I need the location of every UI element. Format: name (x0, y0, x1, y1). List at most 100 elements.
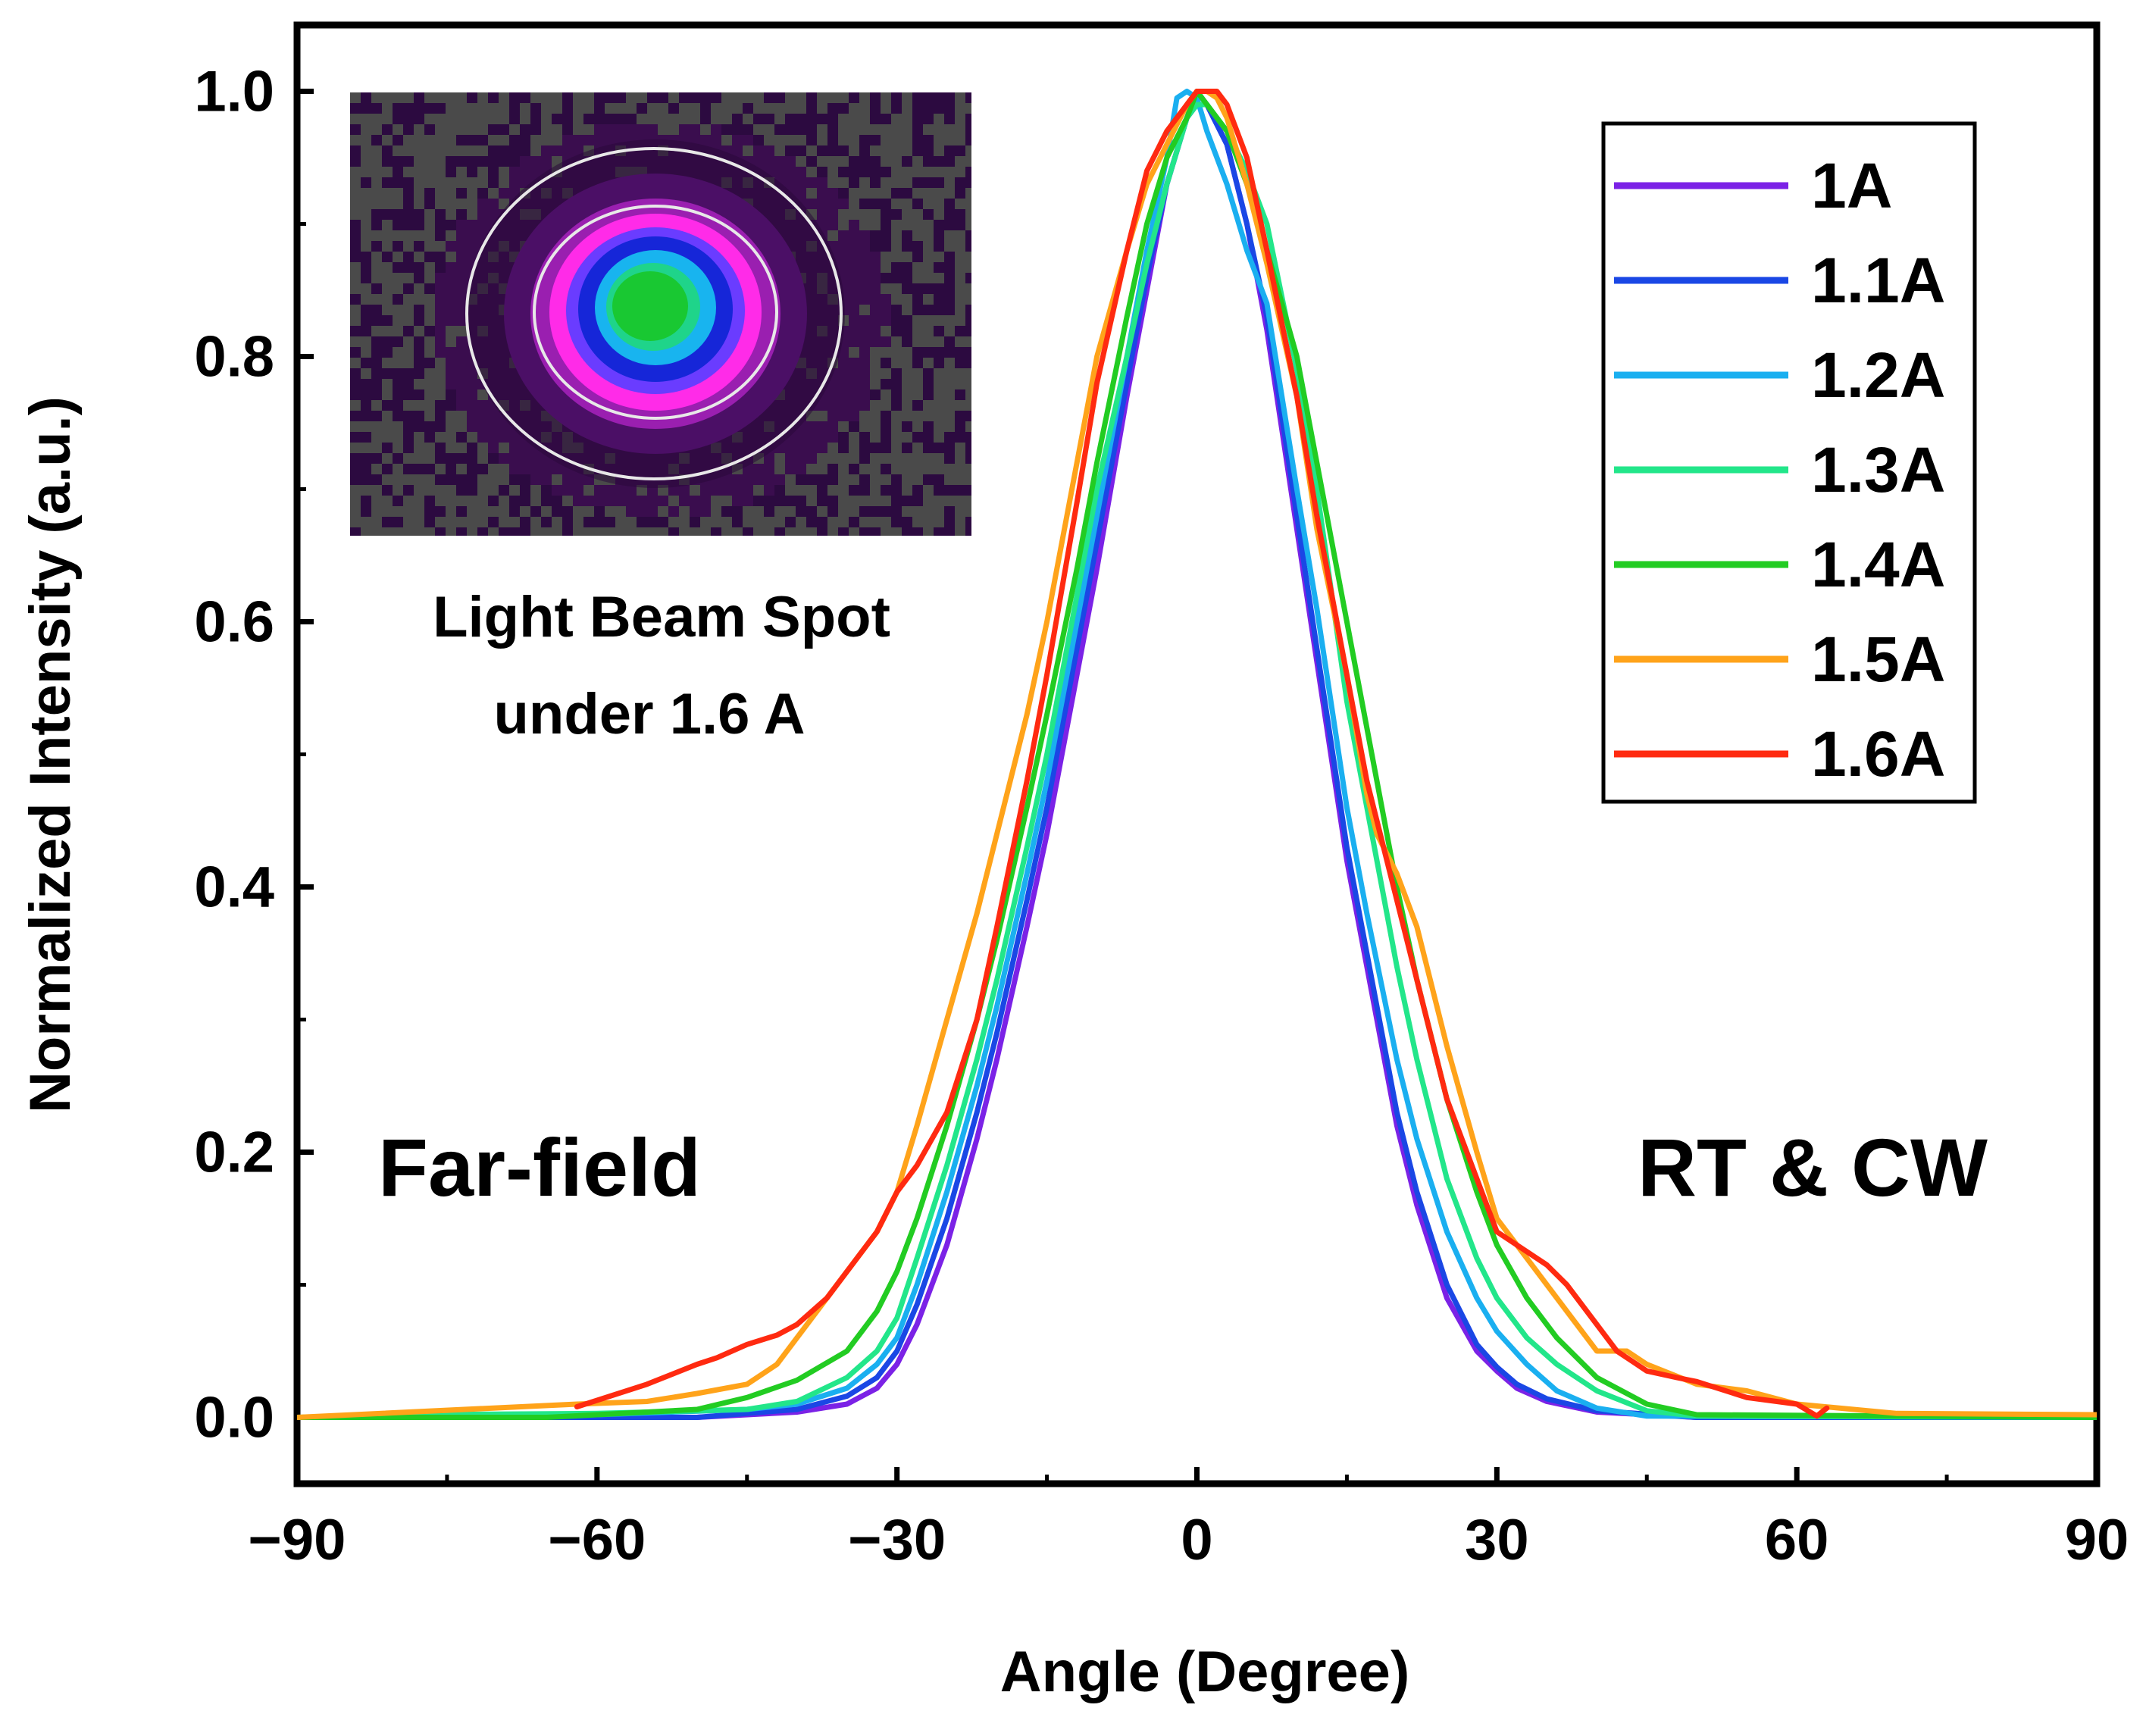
speckle-pixel (902, 188, 912, 199)
speckle-pixel (859, 485, 870, 496)
speckle-pixel (541, 145, 552, 156)
speckle-pixel (350, 294, 361, 305)
speckle-pixel (923, 421, 934, 432)
speckle-pixel (658, 496, 668, 506)
legend-label-1.4A: 1.4A (1811, 529, 1945, 600)
speckle-pixel (827, 389, 838, 400)
speckle-pixel (838, 432, 849, 443)
speckle-pixel (870, 156, 881, 167)
speckle-pixel (743, 474, 753, 485)
speckle-pixel (849, 167, 859, 177)
speckle-pixel (658, 517, 668, 527)
speckle-pixel (403, 485, 414, 496)
speckle-pixel (520, 92, 530, 103)
speckle-pixel (393, 294, 403, 305)
speckle-pixel (849, 517, 859, 527)
speckle-pixel (626, 485, 637, 496)
speckle-pixel (732, 124, 743, 135)
y-tick-label-0: 0.0 (194, 1386, 274, 1450)
speckle-pixel (881, 506, 891, 517)
speckle-pixel (382, 315, 393, 326)
speckle-pixel (488, 167, 499, 177)
speckle-pixel (424, 326, 435, 336)
speckle-pixel (881, 358, 891, 368)
speckle-pixel (817, 517, 827, 527)
speckle-pixel (446, 273, 456, 283)
speckle-pixel (456, 358, 467, 368)
speckle-pixel (923, 177, 934, 188)
speckle-pixel (891, 474, 902, 485)
speckle-pixel (605, 124, 615, 135)
speckle-pixel (891, 517, 902, 527)
speckle-pixel (424, 517, 435, 527)
speckle-pixel (530, 124, 541, 135)
speckle-pixel (806, 517, 817, 527)
speckle-pixel (605, 114, 615, 124)
speckle-pixel (955, 177, 965, 188)
speckle-pixel (870, 103, 881, 114)
speckle-pixel (530, 103, 541, 114)
speckle-pixel (414, 220, 424, 230)
speckle-pixel (403, 262, 414, 273)
speckle-pixel (530, 506, 541, 517)
speckle-pixel (361, 177, 371, 188)
speckle-pixel (615, 114, 626, 124)
speckle-pixel (965, 485, 971, 496)
speckle-pixel (541, 485, 552, 496)
speckle-pixel (827, 379, 838, 389)
speckle-pixel (573, 474, 583, 485)
y-tick-label-2: 0.4 (194, 855, 274, 920)
speckle-pixel (849, 358, 859, 368)
speckle-pixel (488, 209, 499, 220)
speckle-pixel (944, 517, 955, 527)
speckle-pixel (446, 453, 456, 464)
speckle-pixel (393, 103, 403, 114)
speckle-pixel (923, 283, 934, 294)
speckle-pixel (414, 305, 424, 315)
speckle-pixel (488, 199, 499, 209)
legend-label-1.6A: 1.6A (1811, 718, 1945, 790)
speckle-pixel (456, 432, 467, 443)
speckle-pixel (806, 453, 817, 464)
speckle-pixel (732, 135, 743, 145)
speckle-pixel (944, 283, 955, 294)
speckle-pixel (371, 453, 382, 464)
speckle-pixel (934, 177, 944, 188)
speckle-pixel (743, 485, 753, 496)
speckle-pixel (859, 273, 870, 283)
speckle-pixel (827, 188, 838, 199)
speckle-pixel (393, 241, 403, 252)
speckle-pixel (583, 114, 594, 124)
speckle-pixel (827, 464, 838, 474)
x-tick-label-2: −30 (848, 1508, 946, 1572)
speckle-pixel (859, 199, 870, 209)
speckle-pixel (690, 517, 700, 527)
speckle-pixel (785, 145, 796, 156)
speckle-pixel (859, 262, 870, 273)
speckle-pixel (785, 114, 796, 124)
speckle-pixel (965, 326, 971, 336)
speckle-pixel (520, 474, 530, 485)
speckle-pixel (700, 135, 711, 145)
speckle-pixel (371, 358, 382, 368)
speckle-pixel (393, 368, 403, 379)
speckle-pixel (881, 443, 891, 453)
speckle-pixel (456, 220, 467, 230)
speckle-pixel (393, 379, 403, 389)
speckle-pixel (785, 496, 796, 506)
speckle-pixel (912, 145, 923, 156)
speckle-pixel (827, 506, 838, 517)
speckle-pixel (965, 358, 971, 368)
speckle-pixel (774, 474, 785, 485)
speckle-pixel (509, 135, 520, 145)
speckle-pixel (955, 389, 965, 400)
speckle-pixel (764, 92, 774, 103)
speckle-pixel (881, 336, 891, 347)
speckle-pixel (382, 145, 393, 156)
speckle-pixel (955, 326, 965, 336)
speckle-pixel (456, 188, 467, 199)
speckle-pixel (467, 135, 477, 145)
speckle-pixel (785, 464, 796, 474)
speckle-pixel (870, 241, 881, 252)
